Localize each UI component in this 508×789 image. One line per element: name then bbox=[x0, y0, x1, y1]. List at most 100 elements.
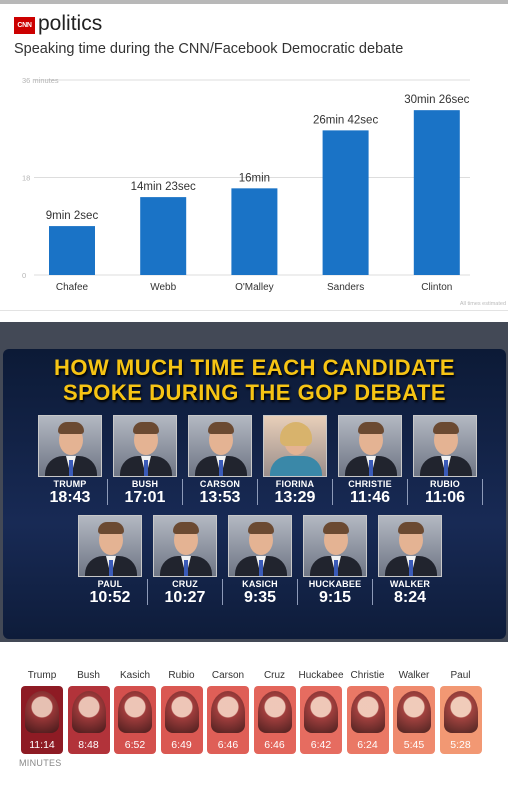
candidate-photo bbox=[118, 691, 152, 733]
y-tick-label: 0 bbox=[22, 271, 26, 280]
strip-candidate-time: 6:46 bbox=[254, 739, 296, 751]
candidate-portrait bbox=[303, 515, 367, 577]
candidate-portrait bbox=[413, 415, 477, 477]
strip-candidate-time: 6:52 bbox=[114, 739, 156, 751]
candidate-time: 13:53 bbox=[182, 489, 258, 507]
candidate-photo bbox=[397, 691, 431, 733]
candidate-name: RUBIO bbox=[407, 479, 483, 489]
strip-candidate-name: Huckabee bbox=[297, 670, 345, 681]
units-label: MINUTES bbox=[19, 758, 62, 768]
strip-candidate-time: 5:45 bbox=[393, 739, 435, 751]
data-label: 16min bbox=[239, 172, 270, 184]
footnote: All times estimated bbox=[460, 301, 506, 307]
candidate-photo bbox=[72, 691, 106, 733]
data-label: 30min 26sec bbox=[404, 94, 469, 106]
strip-candidate-tile: 6:24 bbox=[347, 686, 389, 754]
candidate-time: 10:52 bbox=[72, 589, 148, 607]
strip-candidate-name: Paul bbox=[437, 670, 485, 681]
candidate-photo bbox=[258, 691, 292, 733]
candidate-name: CRUZ bbox=[147, 579, 223, 589]
candidate-time: 18:43 bbox=[32, 489, 108, 507]
strip-candidate-name: Cruz bbox=[251, 670, 299, 681]
candidate-time: 13:29 bbox=[257, 489, 333, 507]
y-tick-label: 36 minutes bbox=[22, 76, 59, 85]
candidate-name: KASICH bbox=[222, 579, 298, 589]
gop-title-line2: SPOKE DURING THE GOP DEBATE bbox=[3, 380, 506, 406]
candidate-name: WALKER bbox=[372, 579, 448, 589]
strip-candidate-tile: 6:52 bbox=[114, 686, 156, 754]
candidate-time: 11:06 bbox=[407, 489, 483, 507]
strip-candidate-tile: 6:42 bbox=[300, 686, 342, 754]
gop-debate-graphic: HOW MUCH TIME EACH CANDIDATE SPOKE DURIN… bbox=[0, 322, 508, 642]
speaking-time-strip: Trump 11:14 Bush 8:48 Kasich 6:52 Rubio 6:49 Car… bbox=[0, 660, 508, 789]
candidate-portrait bbox=[153, 515, 217, 577]
strip-candidate-time: 8:48 bbox=[68, 739, 110, 751]
strip-candidate-time: 5:28 bbox=[440, 739, 482, 751]
strip-candidate-tile: 6:46 bbox=[207, 686, 249, 754]
candidate-portrait bbox=[188, 415, 252, 477]
candidate-name: TRUMP bbox=[32, 479, 108, 489]
strip-candidate-tile: 5:28 bbox=[440, 686, 482, 754]
graphic-screen: HOW MUCH TIME EACH CANDIDATE SPOKE DURIN… bbox=[3, 349, 506, 639]
gop-title-line1: HOW MUCH TIME EACH CANDIDATE bbox=[3, 355, 506, 381]
candidate-photo bbox=[444, 691, 478, 733]
candidate-time: 9:15 bbox=[297, 589, 373, 607]
candidate-portrait bbox=[228, 515, 292, 577]
candidate-photo bbox=[211, 691, 245, 733]
category-label: Chafee bbox=[56, 282, 89, 293]
strip-candidate-name: Bush bbox=[65, 670, 113, 681]
category-label: O'Malley bbox=[235, 282, 274, 293]
strip-candidate-time: 6:24 bbox=[347, 739, 389, 751]
category-label: Sanders bbox=[327, 282, 364, 293]
candidate-photo bbox=[304, 691, 338, 733]
strip-candidate-name: Carson bbox=[204, 670, 252, 681]
candidate-time: 17:01 bbox=[107, 489, 183, 507]
candidate-photo bbox=[25, 691, 59, 733]
bar bbox=[231, 188, 277, 275]
candidate-portrait bbox=[378, 515, 442, 577]
strip-candidate-time: 11:14 bbox=[21, 739, 63, 751]
democratic-debate-bar-chart: 0 18 36 minutes 9min 2sec Chafee 14min 23sec W… bbox=[0, 0, 508, 310]
category-label: Clinton bbox=[421, 282, 452, 293]
strip-candidate-name: Rubio bbox=[158, 670, 206, 681]
candidate-name: CARSON bbox=[182, 479, 258, 489]
data-label: 14min 23sec bbox=[131, 181, 196, 193]
candidate-portrait bbox=[263, 415, 327, 477]
strip-candidate-tile: 6:49 bbox=[161, 686, 203, 754]
strip-candidate-time: 6:46 bbox=[207, 739, 249, 751]
strip-candidate-time: 6:42 bbox=[300, 739, 342, 751]
bar bbox=[140, 197, 186, 275]
bar bbox=[49, 226, 95, 275]
candidate-photo bbox=[351, 691, 385, 733]
strip-candidate-name: Christie bbox=[344, 670, 392, 681]
candidate-time: 10:27 bbox=[147, 589, 223, 607]
strip-candidate-name: Trump bbox=[18, 670, 66, 681]
strip-candidate-tile: 8:48 bbox=[68, 686, 110, 754]
candidate-portrait bbox=[38, 415, 102, 477]
strip-candidate-name: Walker bbox=[390, 670, 438, 681]
candidate-name: BUSH bbox=[107, 479, 183, 489]
strip-candidate-time: 6:49 bbox=[161, 739, 203, 751]
strip-candidate-tile: 11:14 bbox=[21, 686, 63, 754]
panel-gap bbox=[0, 310, 508, 322]
candidate-name: HUCKABEE bbox=[297, 579, 373, 589]
bar bbox=[323, 130, 369, 275]
candidate-portrait bbox=[78, 515, 142, 577]
candidate-photo bbox=[165, 691, 199, 733]
data-label: 26min 42sec bbox=[313, 114, 378, 126]
category-label: Webb bbox=[150, 282, 176, 293]
strip-candidate-name: Kasich bbox=[111, 670, 159, 681]
y-tick-label: 18 bbox=[22, 174, 30, 183]
data-label: 9min 2sec bbox=[46, 210, 99, 222]
candidate-name: FIORINA bbox=[257, 479, 333, 489]
candidate-time: 11:46 bbox=[332, 489, 408, 507]
candidate-portrait bbox=[113, 415, 177, 477]
strip-candidate-tile: 6:46 bbox=[254, 686, 296, 754]
candidate-time: 8:24 bbox=[372, 589, 448, 607]
candidate-portrait bbox=[338, 415, 402, 477]
divider bbox=[482, 479, 483, 505]
candidate-name: CHRISTIE bbox=[332, 479, 408, 489]
bar bbox=[414, 110, 460, 275]
candidate-name: PAUL bbox=[72, 579, 148, 589]
strip-candidate-tile: 5:45 bbox=[393, 686, 435, 754]
